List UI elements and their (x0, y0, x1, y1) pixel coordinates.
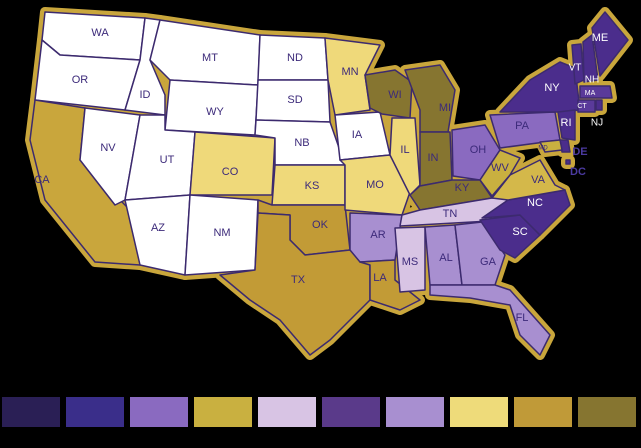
state-label: VA (531, 174, 546, 186)
state (219, 212, 371, 356)
state-label: WV (491, 162, 509, 174)
state-label: OK (312, 219, 329, 231)
state-label: KS (305, 180, 320, 192)
state-label: FL (516, 312, 529, 324)
state-label: MT (202, 52, 218, 64)
state-label: NV (100, 142, 116, 154)
state (359, 259, 421, 311)
state (591, 11, 629, 77)
state (595, 99, 603, 111)
state-label: IN (428, 152, 439, 164)
state-label: MS (402, 256, 419, 268)
state-label: NB (294, 137, 309, 149)
legend-swatch (450, 397, 508, 427)
legend-swatch (322, 397, 380, 427)
state (582, 34, 599, 83)
state (429, 284, 551, 356)
state-label: NC (527, 197, 543, 209)
state (479, 149, 521, 197)
state (334, 111, 391, 161)
state-label: WI (388, 89, 401, 101)
legend-swatch (130, 397, 188, 427)
state-label: RI (561, 117, 572, 129)
state (565, 159, 571, 165)
state-label: SC (512, 226, 527, 238)
state-label: UT (160, 154, 175, 166)
state-label: DC (570, 166, 586, 178)
state-label: GA (480, 256, 497, 268)
state-label: IA (352, 129, 363, 141)
state (577, 99, 596, 113)
state-label: CT (577, 103, 587, 110)
state-label: MO (366, 179, 384, 191)
legend-swatch (258, 397, 316, 427)
state-label: WA (91, 27, 109, 39)
state-label: MN (341, 66, 358, 78)
state-label: NJ (591, 118, 603, 129)
state-label: IL (400, 144, 409, 156)
state-label: OR (72, 74, 89, 86)
state-label: NH (585, 75, 599, 86)
state-label: ND (287, 52, 303, 64)
state-label: VT (569, 63, 582, 74)
state-label: ID (140, 89, 151, 101)
state (79, 107, 141, 206)
state (557, 109, 576, 141)
state-label: TX (291, 274, 306, 286)
legend-swatch (578, 397, 636, 427)
state-label: AZ (151, 222, 165, 234)
legend-swatch (66, 397, 124, 427)
state-label: SD (287, 94, 302, 106)
state-labels: WA OR CA NV ID MT WY UT CO AZ NM ND SD NB KS OK TX MN IA MO… (34, 27, 608, 324)
state-label: DE (572, 146, 587, 158)
legend-swatch (2, 397, 60, 427)
state (579, 85, 613, 99)
state (394, 226, 426, 293)
state-label: OH (470, 144, 487, 156)
state-label: NM (213, 227, 230, 239)
state (539, 139, 563, 153)
state-label: ME (592, 32, 609, 44)
state-label: LA (373, 272, 387, 284)
state-label: AR (370, 229, 385, 241)
legend (2, 397, 636, 427)
legend-swatch (194, 397, 252, 427)
state (324, 37, 381, 116)
state-label: MI (439, 102, 451, 114)
state-label: AL (439, 252, 452, 264)
state-label: KY (455, 182, 470, 194)
states (29, 11, 629, 356)
legend-swatch (386, 397, 444, 427)
state-label: WY (206, 106, 224, 118)
state-label: MD (538, 146, 548, 152)
state-label: MA (585, 90, 596, 97)
state-label: PA (515, 120, 530, 132)
state-label: CA (34, 174, 50, 186)
state-label: CO (222, 166, 239, 178)
state (189, 131, 276, 196)
legend-swatch (514, 397, 572, 427)
state-label: TN (443, 208, 458, 220)
state-label: NY (544, 82, 560, 94)
